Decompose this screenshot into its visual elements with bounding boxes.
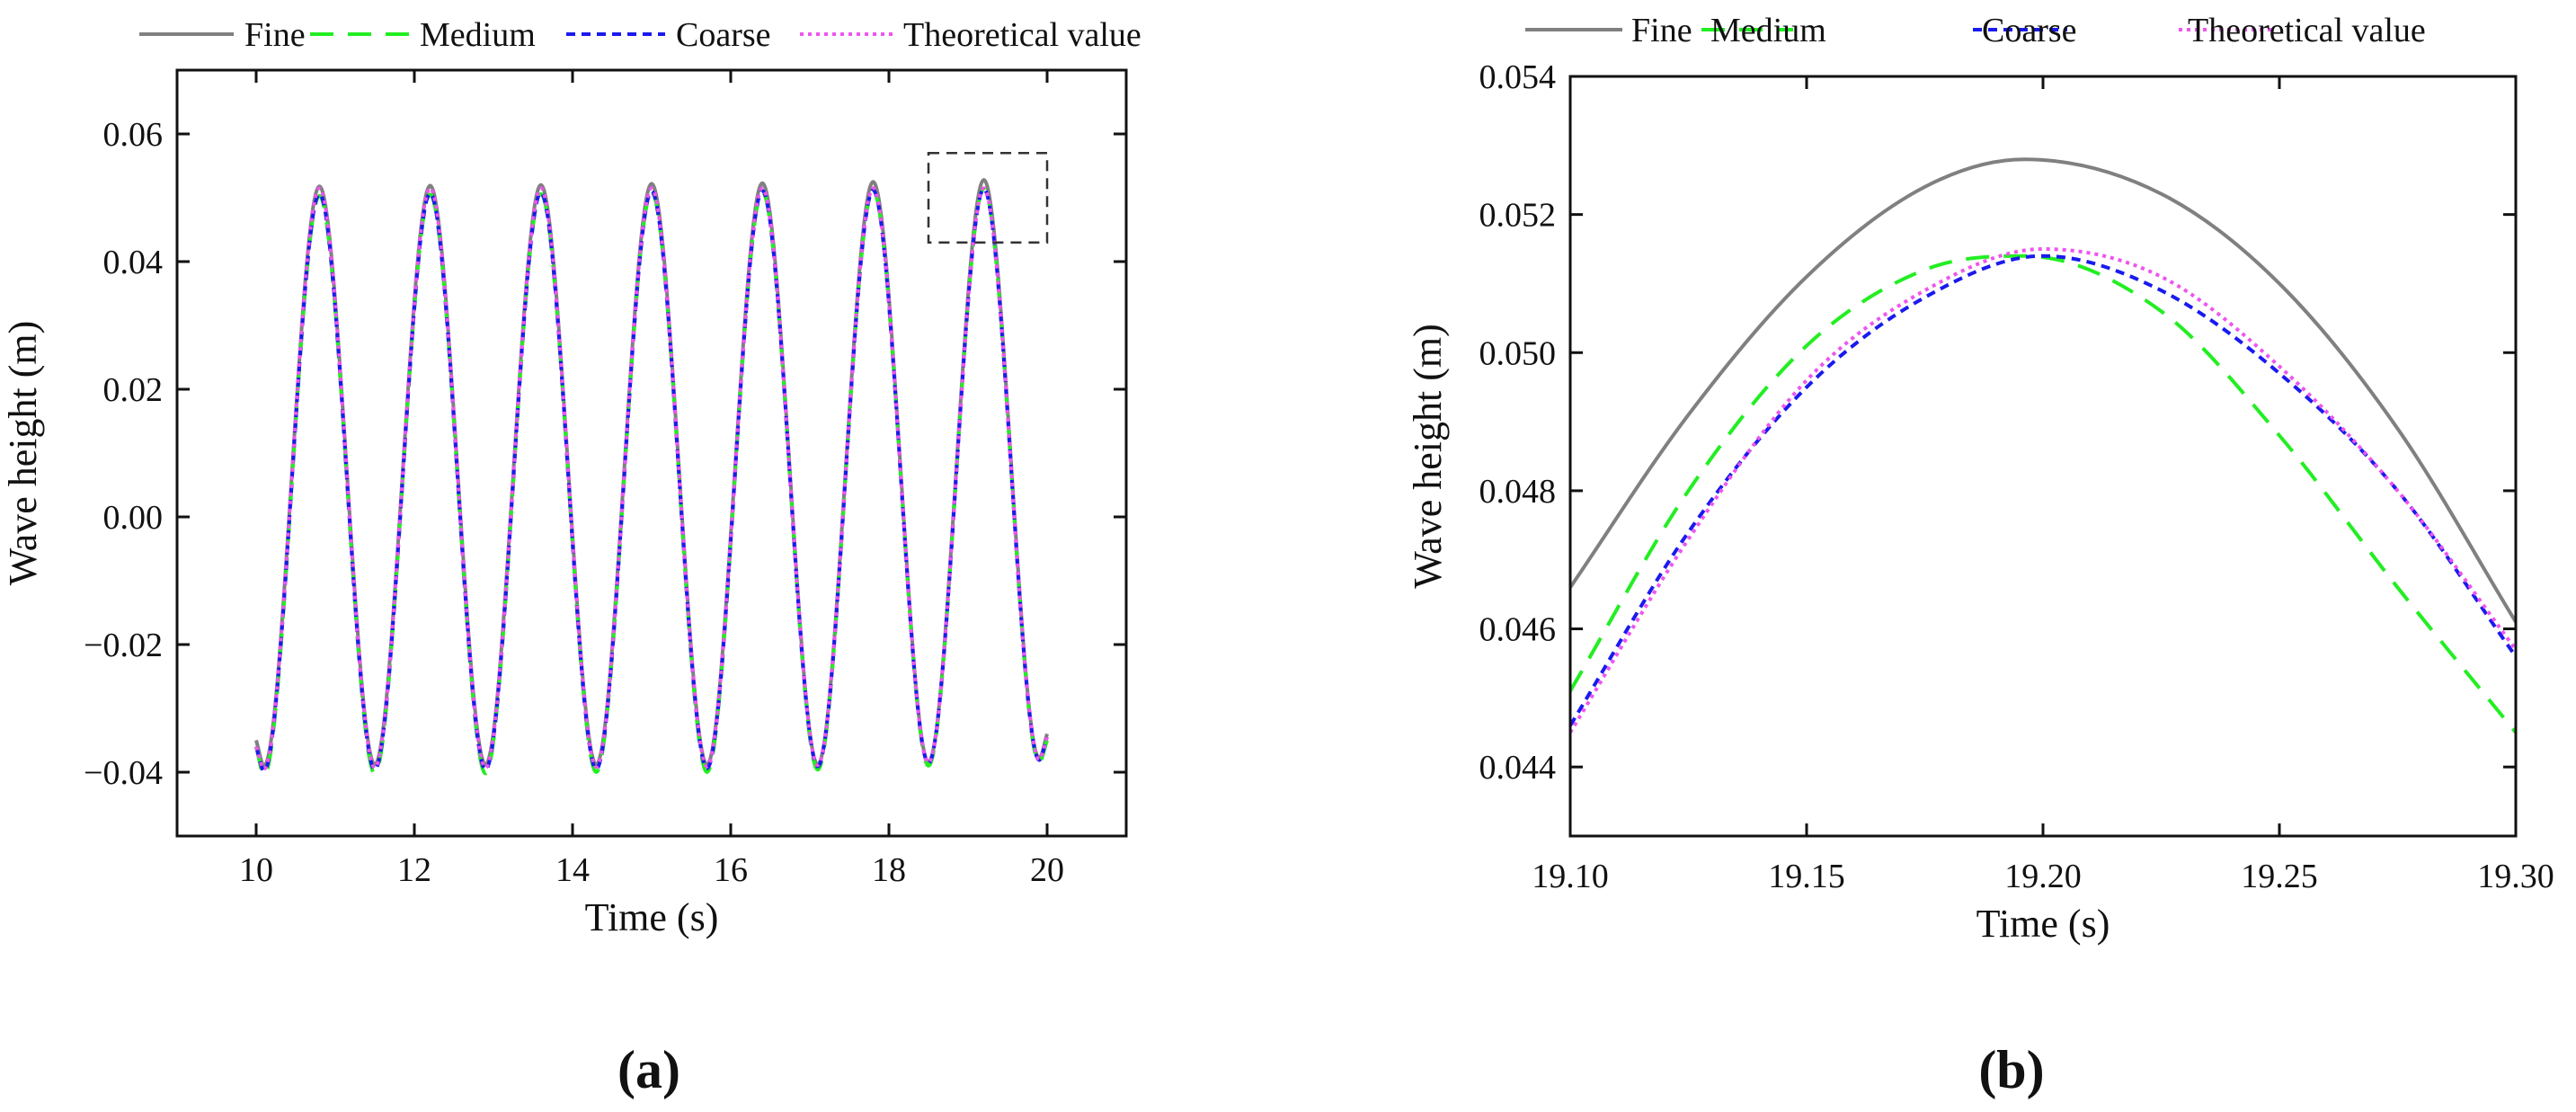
series-line-fine: [254, 178, 1049, 768]
series-line-medium: [1570, 254, 2516, 734]
legend-label-coarse: Coarse: [676, 16, 771, 54]
series-line-theory: [1570, 246, 2516, 734]
y-tick-label: 0.06: [103, 116, 164, 154]
x-tick-label: 14: [555, 851, 590, 889]
x-tick-label: 20: [1030, 851, 1064, 889]
series-line-coarse: [254, 187, 1049, 773]
y-tick-label: 0.050: [1479, 334, 1557, 372]
y-tick-label: 0.048: [1479, 473, 1557, 511]
legend-label-theory: Theoretical value: [903, 16, 1141, 54]
series-group: [254, 178, 1049, 778]
legend-label-medium: Medium: [420, 16, 536, 54]
x-axis-title: Time (s): [1976, 902, 2110, 946]
legend-label-theory: Theoretical value: [2188, 12, 2426, 49]
y-axis-title: Wave height (m): [1406, 324, 1450, 589]
x-tick-label: 19.20: [2004, 858, 2082, 895]
x-tick-label: 18: [872, 851, 906, 889]
series-line-coarse: [1570, 254, 2516, 727]
legend-label-medium: Medium: [1710, 12, 1826, 49]
y-tick-label: 0.00: [103, 499, 164, 537]
y-tick-label: −0.04: [84, 754, 163, 792]
y-tick-label: 0.052: [1479, 197, 1557, 235]
panel-a-label: (a): [617, 1040, 680, 1099]
panel-b-label: (b): [1978, 1040, 2044, 1099]
y-tick-label: −0.02: [84, 627, 163, 664]
y-tick-label: 0.04: [103, 244, 164, 281]
zoom-box: [927, 152, 1049, 244]
legend-label-fine: Fine: [1631, 12, 1692, 49]
x-tick-label: 19.15: [1768, 858, 1845, 895]
x-tick-label: 19.30: [2477, 858, 2554, 895]
x-tick-label: 10: [239, 851, 273, 889]
panel-b: 19.10 19.15 19.20 19.25 19.30 0.044 0.046 0.048…: [1406, 12, 2554, 946]
series-line-medium: [254, 187, 1049, 778]
x-tick-label: 19.25: [2241, 858, 2318, 895]
legend-label-fine: Fine: [244, 16, 306, 54]
series-line-theory: [254, 186, 1049, 771]
plot-frame: [175, 68, 1128, 838]
y-tick-label: 0.046: [1479, 611, 1557, 649]
y-axis-title: Wave height (m): [1, 321, 45, 586]
y-tick-label: 0.044: [1479, 749, 1557, 787]
x-tick-label: 16: [714, 851, 748, 889]
x-axis-title: Time (s): [585, 895, 719, 939]
x-tick-label: 12: [397, 851, 431, 889]
y-tick-label: 0.02: [103, 371, 164, 409]
y-tick-label: 0.054: [1479, 58, 1557, 96]
panel-a: 10 12 14 16 18 20 −0.04 −0.02 0.00 0.02 0.04 0.06 Ti…: [1, 16, 1141, 939]
x-tick-label: 19.10: [1532, 858, 1609, 895]
series-group: [1570, 157, 2516, 734]
series-line-fine: [1570, 157, 2516, 623]
legend-label-coarse: Coarse: [1982, 12, 2077, 49]
